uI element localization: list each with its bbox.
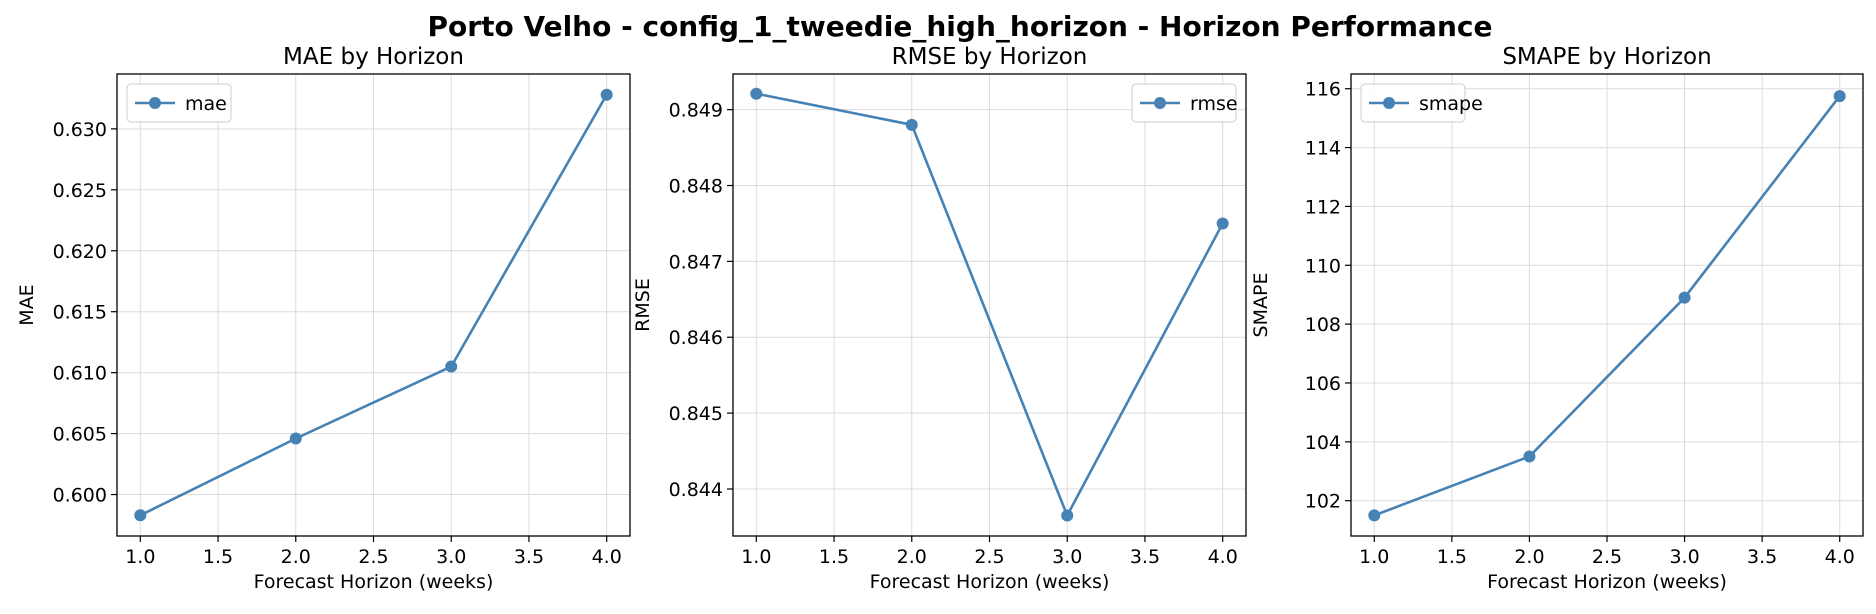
- figure-suptitle: Porto Velho - config_1_tweedie_high_hori…: [428, 10, 1493, 43]
- x-tick-label: 3.0: [1669, 546, 1699, 568]
- x-tick-label: 2.5: [974, 546, 1004, 568]
- data-point-rmse: [905, 118, 918, 131]
- x-tick-label: 4.0: [592, 546, 622, 568]
- y-tick-label: 0.848: [669, 176, 723, 198]
- plot-frame: [1350, 73, 1864, 537]
- y-axis-label: RMSE: [632, 278, 654, 332]
- y-tick-label: 0.620: [53, 241, 107, 263]
- y-tick-label: 0.845: [669, 403, 723, 425]
- x-axis-label: Forecast Horizon (weeks): [870, 571, 1110, 593]
- x-tick-label: 3.0: [1052, 546, 1082, 568]
- legend-marker: [149, 97, 161, 109]
- y-tick-label: 0.846: [669, 327, 723, 349]
- x-tick-label: 1.0: [741, 546, 771, 568]
- x-tick-label: 2.0: [281, 546, 311, 568]
- y-tick-label: 112: [1305, 196, 1341, 218]
- y-tick-label: 114: [1305, 138, 1341, 160]
- series-line-rmse: [756, 92, 1224, 519]
- subplot-mae: 1.0 1.5 2.0 2.5 3.0 3.5 4.0 0.600 0.605 0.610 0.61…: [16, 44, 631, 593]
- legend-label: mae: [185, 93, 227, 115]
- data-point-smape: [1523, 450, 1536, 463]
- series-line-mae: [139, 94, 608, 517]
- subplot-rmse: 1.0 1.5 2.0 2.5 3.0 3.5 4.0 0.844 0.845 0.846 0.84…: [632, 44, 1247, 593]
- y-tick-label: 116: [1305, 79, 1341, 101]
- subplot-smape: 1.0 1.5 2.0 2.5 3.0 3.5 4.0 102 104 106 108 110 112 1…: [1250, 44, 1864, 593]
- legend-marker: [1383, 97, 1395, 109]
- x-tick-label: 1.0: [1359, 546, 1389, 568]
- data-point-smape: [1678, 291, 1691, 304]
- y-tick-label: 0.605: [53, 424, 107, 446]
- plot-frame: [732, 73, 1247, 537]
- data-point-mae: [600, 88, 613, 101]
- y-tick-label: 108: [1305, 314, 1341, 336]
- x-tick-label: 1.5: [819, 546, 849, 568]
- series-line-smape: [1373, 95, 1841, 517]
- x-tick-label: 2.0: [897, 546, 927, 568]
- data-point-rmse: [1216, 217, 1229, 230]
- y-axis-label: MAE: [16, 284, 38, 325]
- x-axis-label: Forecast Horizon (weeks): [254, 571, 494, 593]
- data-point-smape: [1833, 90, 1846, 103]
- x-tick-label: 3.0: [436, 546, 466, 568]
- x-tick-label: 3.5: [1747, 546, 1777, 568]
- y-tick-label: 0.847: [669, 251, 723, 273]
- legend: smape: [1360, 83, 1483, 123]
- y-tick-label: 0.630: [53, 119, 107, 141]
- x-axis-label: Forecast Horizon (weeks): [1487, 571, 1727, 593]
- y-tick-label: 102: [1305, 491, 1341, 513]
- legend-label: rmse: [1190, 93, 1238, 115]
- legend-box: [1360, 83, 1466, 123]
- y-tick-label: 0.844: [669, 479, 723, 501]
- plot-frame: [116, 73, 631, 537]
- legend-box: [1131, 83, 1237, 123]
- y-tick-label: 0.610: [53, 363, 107, 385]
- y-tick-label: 106: [1305, 373, 1341, 395]
- y-tick-label: 110: [1305, 255, 1341, 277]
- subplot-title: RMSE by Horizon: [892, 44, 1088, 70]
- x-tick-label: 4.0: [1825, 546, 1855, 568]
- data-point-mae: [289, 432, 302, 445]
- x-tick-label: 4.0: [1208, 546, 1238, 568]
- x-tick-label: 2.0: [1514, 546, 1544, 568]
- x-tick-label: 2.5: [1592, 546, 1622, 568]
- subplot-title: MAE by Horizon: [283, 44, 464, 70]
- x-tick-label: 2.5: [358, 546, 388, 568]
- x-tick-label: 1.0: [125, 546, 155, 568]
- legend-marker: [1154, 97, 1166, 109]
- y-tick-label: 104: [1305, 432, 1341, 454]
- data-point-rmse: [1061, 509, 1074, 522]
- y-tick-label: 0.600: [53, 485, 107, 507]
- data-point-mae: [134, 509, 147, 522]
- subplots-container: 1.0 1.5 2.0 2.5 3.0 3.5 4.0 0.600 0.605 0.610 0.61…: [16, 44, 1864, 593]
- data-point-rmse: [750, 87, 763, 100]
- x-tick-label: 1.5: [203, 546, 233, 568]
- data-point-mae: [445, 360, 458, 373]
- y-axis-label: SMAPE: [1250, 273, 1272, 338]
- legend: rmse: [1131, 83, 1238, 123]
- x-tick-label: 1.5: [1437, 546, 1467, 568]
- x-tick-label: 3.5: [514, 546, 544, 568]
- data-point-smape: [1368, 509, 1381, 522]
- y-tick-label: 0.625: [53, 180, 107, 202]
- y-tick-label: 0.615: [53, 302, 107, 324]
- legend: mae: [126, 83, 232, 123]
- legend-box: [126, 83, 232, 123]
- y-tick-label: 0.849: [669, 100, 723, 122]
- subplot-title: SMAPE by Horizon: [1502, 44, 1711, 70]
- legend-label: smape: [1419, 93, 1483, 115]
- x-tick-label: 3.5: [1130, 546, 1160, 568]
